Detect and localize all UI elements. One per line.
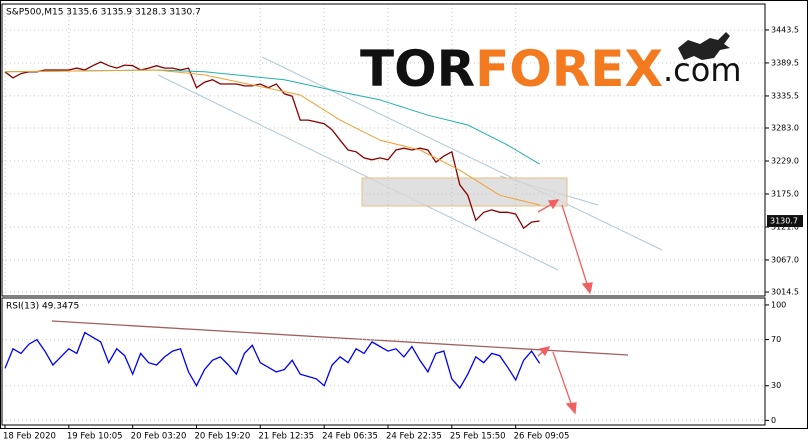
series-line — [4, 69, 540, 165]
arrow — [561, 204, 589, 288]
panel-frame — [1, 3, 766, 297]
x-tick-label: 24 Feb 22:35 — [386, 432, 442, 442]
arrow-head — [547, 199, 560, 210]
x-tick-label: 20 Feb 19:20 — [194, 432, 250, 442]
series-line — [4, 69, 540, 206]
y-tick-label: 0 — [771, 416, 776, 425]
price-label-box — [767, 215, 803, 228]
logo-part: .com — [663, 51, 742, 89]
x-tick-label: 26 Feb 09:05 — [514, 432, 570, 442]
arrow-head — [538, 346, 551, 357]
resistance-zone — [361, 177, 568, 207]
price-label: 3130.7 — [770, 217, 798, 226]
arrow — [552, 351, 573, 407]
y-tick-label: 100 — [771, 300, 786, 309]
rsi-trendline — [51, 320, 629, 356]
channel-line — [157, 74, 559, 271]
y-tick-label: 70 — [771, 335, 781, 344]
y-tick-label: 3335.5 — [771, 91, 799, 100]
y-tick-label: 30 — [771, 381, 781, 390]
panel-frame — [1, 297, 766, 426]
y-tick-label: 3389.5 — [771, 58, 799, 67]
series-line — [4, 331, 541, 390]
x-tick-label: 25 Feb 15:50 — [450, 432, 506, 442]
logo-part: TOR — [360, 40, 475, 98]
panel-title: RSI(13) 49.3475 — [6, 302, 79, 312]
y-tick-label: 3283.0 — [771, 124, 799, 133]
x-tick-label: 20 Feb 03:20 — [131, 432, 187, 442]
x-tick-label: 19 Feb 10:05 — [67, 432, 123, 442]
x-tick-label: 24 Feb 06:35 — [322, 432, 378, 442]
y-tick-label: 3443.5 — [771, 25, 799, 34]
arrow-head — [581, 282, 593, 295]
logo-icon — [678, 32, 730, 60]
panel-title: S&P500,M15 3135.6 3135.9 3128.3 3130.7 — [6, 8, 201, 18]
x-tick-label: 21 Feb 12:35 — [258, 432, 314, 442]
series-line — [4, 61, 540, 230]
y-tick-label: 3014.5 — [771, 288, 799, 297]
arrow-head — [565, 402, 577, 415]
logo-part: FOREX — [475, 40, 663, 98]
y-tick-label: 3229.0 — [771, 156, 799, 165]
y-tick-label: 3067.0 — [771, 255, 799, 264]
x-tick-label: 18 Feb 2020 — [3, 432, 56, 442]
y-tick-label: 3175.0 — [771, 189, 799, 198]
logo: TORFOREX.com — [360, 40, 742, 98]
